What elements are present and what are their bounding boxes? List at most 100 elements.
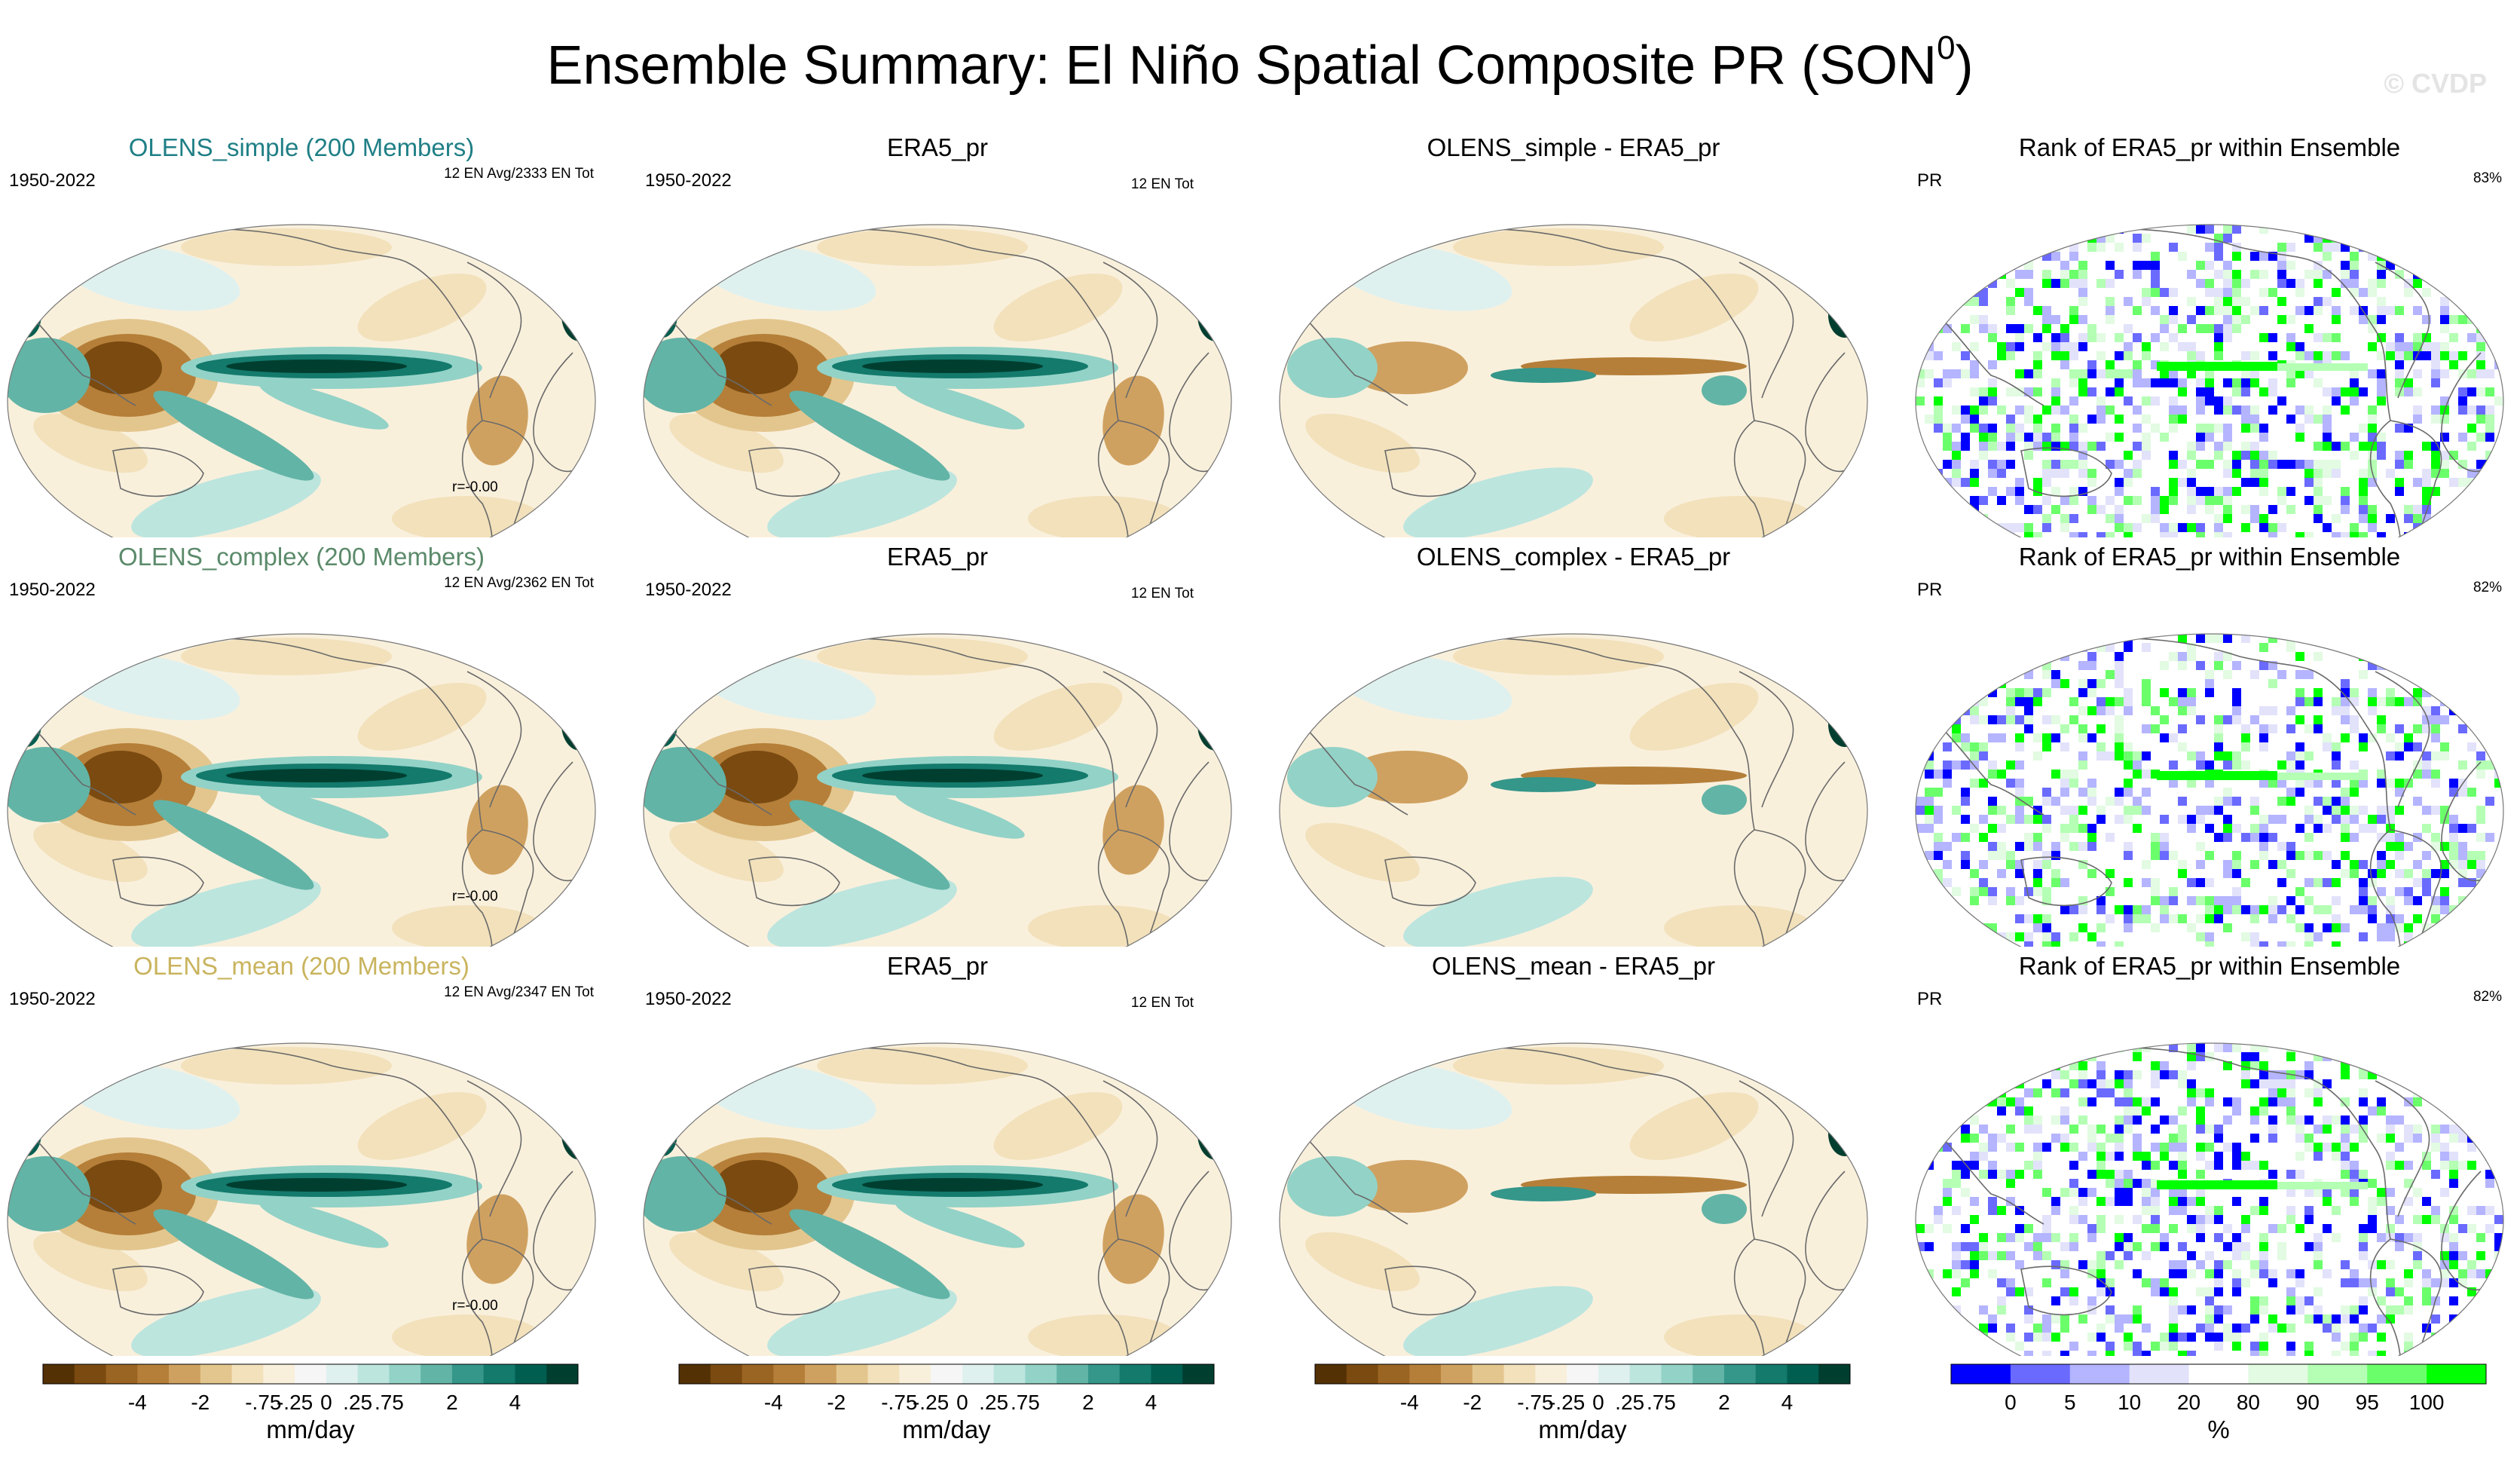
rank-cell [2250, 1342, 2259, 1351]
rank-cell [2368, 243, 2377, 252]
rank-cell [2458, 860, 2467, 869]
rank-cell [2169, 1314, 2178, 1324]
rank-cell [2169, 532, 2178, 537]
rank-cell [2042, 1079, 2051, 1088]
rank-cell [2485, 324, 2494, 333]
rank-cell [2133, 806, 2142, 815]
rank-cell [2087, 478, 2096, 487]
rank-cell [2115, 652, 2124, 661]
anomaly-region [1197, 289, 1231, 341]
rank-cell [2151, 1079, 2160, 1088]
rank-cell [2467, 688, 2476, 697]
rank-cell [2377, 1097, 2386, 1106]
rank-cell [2214, 487, 2223, 496]
rank-cell [2196, 1116, 2205, 1125]
rank-cell [2232, 761, 2241, 770]
rank-cell [2449, 252, 2458, 261]
rank-cell [1952, 1314, 1961, 1324]
anomaly-region [1702, 1194, 1747, 1224]
rank-cell [2006, 761, 2015, 770]
rank-cell [2160, 1061, 2169, 1070]
rank-cell [2196, 806, 2205, 815]
rank-cell [2087, 1043, 2096, 1052]
rank-cell [2377, 1052, 2386, 1061]
rank-cell [2341, 1097, 2350, 1106]
rank-cell [2214, 396, 2223, 406]
rank-cell [2304, 1215, 2314, 1224]
rank-cell [2440, 1233, 2449, 1242]
rank-cell [2286, 1287, 2295, 1296]
rank-cell [2431, 1342, 2440, 1351]
rank-cell [2051, 1296, 2060, 1305]
rank-cell [1970, 252, 1979, 261]
rank-cell [2341, 679, 2350, 688]
rank-cell [2078, 279, 2087, 288]
rank-cell [2350, 860, 2359, 869]
rank-cell [2078, 469, 2087, 478]
panel-title: Rank of ERA5_pr within Ensemble [2018, 133, 2401, 161]
rank-cell [2314, 878, 2323, 887]
rank-cell [1997, 460, 2006, 469]
rank-cell [2024, 932, 2033, 941]
rank-cell [2431, 715, 2440, 724]
rank-cell [2395, 851, 2404, 860]
rank-cell [2467, 369, 2476, 378]
rank-cell [1979, 496, 1988, 505]
rank-cell [2196, 761, 2205, 770]
rank-cell [2178, 1197, 2187, 1206]
rank-cell [2142, 1251, 2151, 1260]
anomaly-region [33, 413, 148, 473]
rank-cell [2124, 1179, 2133, 1188]
rank-cell [2485, 833, 2494, 842]
rank-cell [2304, 670, 2314, 679]
rank-cell [2060, 1188, 2069, 1197]
rank-cell [2232, 1043, 2241, 1052]
rank-cell [2160, 733, 2169, 742]
rank-cell [2377, 697, 2386, 706]
panel-diff: OLENS_complex - ERA5_pr [1272, 536, 1875, 947]
rank-cell [2187, 1197, 2196, 1206]
panel-title: OLENS_mean - ERA5_pr [1431, 952, 1715, 980]
rank-cell [2169, 1305, 2178, 1314]
rank-cell [2422, 1296, 2431, 1305]
rank-cell [2060, 1269, 2069, 1278]
colorbar-swatch [2069, 1364, 2130, 1384]
rank-cell [1970, 652, 1979, 661]
rank-cell [2377, 279, 2386, 288]
rank-cell [2304, 1088, 2314, 1097]
rank-cell [2440, 1188, 2449, 1197]
rank-cell [2187, 1061, 2196, 1070]
rank-cell [2124, 1106, 2133, 1116]
rank-cell [2286, 1097, 2295, 1106]
rank-cell [2323, 1224, 2332, 1233]
rank-cell [2214, 742, 2223, 751]
rank-cell [2115, 815, 2124, 824]
rank-cell [2015, 1170, 2024, 1179]
rank-cell [2332, 315, 2341, 324]
rank-cell [1961, 1260, 1970, 1269]
rank-cell [2151, 1224, 2160, 1233]
rank-cell [2214, 351, 2223, 360]
rank-cell [2051, 869, 2060, 878]
rank-cell [2250, 670, 2259, 679]
rank-cell [2485, 1070, 2494, 1079]
rank-cell [2223, 1242, 2232, 1251]
rank-cell [1997, 234, 2006, 243]
rank-cell [2467, 824, 2476, 833]
rank-cell [1961, 514, 1970, 523]
watermark: © CVDP [2384, 68, 2487, 99]
rank-cell [2476, 806, 2485, 815]
anomaly-region [153, 1209, 314, 1299]
colorbar-tick-label: 20 [2177, 1391, 2200, 1414]
rank-cell [1988, 679, 1997, 688]
rank-cell [2205, 369, 2214, 378]
rank-cell [2042, 469, 2051, 478]
rank-cell [1916, 396, 1925, 406]
coastline [2390, 420, 2442, 537]
rank-cell [2033, 415, 2042, 424]
rank-cell [2223, 297, 2232, 306]
rank-cell [2051, 505, 2060, 514]
coastline [29, 1133, 136, 1225]
rank-cell [2078, 342, 2087, 351]
rank-cell [2404, 514, 2413, 523]
